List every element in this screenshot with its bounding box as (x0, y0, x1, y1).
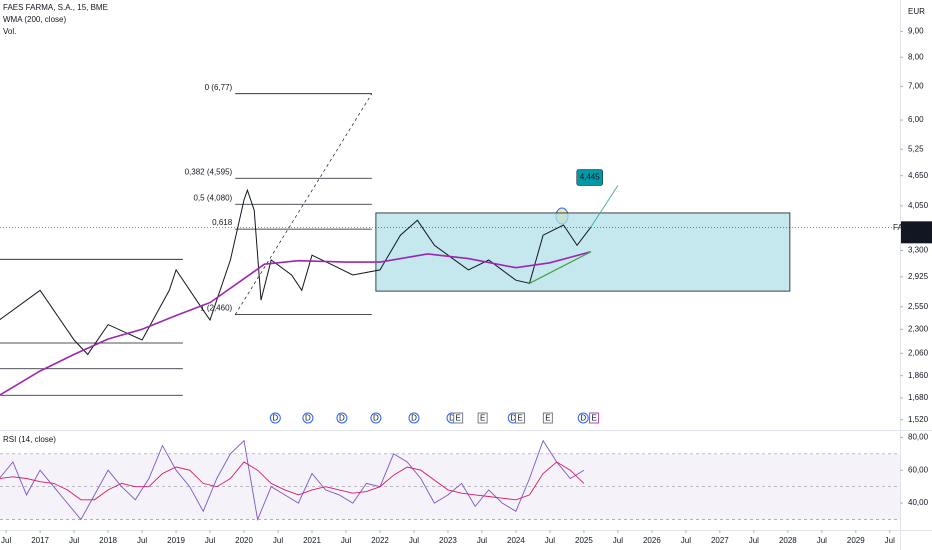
x-tick-label: Jul (885, 536, 895, 545)
event-label: D (510, 414, 516, 423)
y-tick-label: 5,25 (908, 144, 924, 153)
fib-label: 0,5 (4,080) (193, 193, 232, 202)
x-tick-label: 2022 (371, 536, 389, 545)
x-tick-label: Jul (545, 536, 555, 545)
event-label: D (580, 414, 586, 423)
series-line (0, 439, 585, 522)
y-tick-label: 6,00 (908, 115, 924, 124)
y-tick-label: 7,00 (908, 82, 924, 91)
event-icon (577, 412, 589, 424)
countdown: 4d 6h (908, 232, 928, 241)
event-icon (477, 412, 488, 424)
series-line (0, 188, 592, 356)
rsi-title: RSI (14, close) (3, 435, 56, 444)
indicator-label: Vol. (3, 27, 16, 36)
x-tick-label: Jul (205, 536, 215, 545)
event-label: E (480, 414, 485, 423)
x-tick-label: Jul (341, 536, 351, 545)
y-tick-label: 9,00 (908, 27, 924, 36)
last-price-label: 3,670 (908, 222, 929, 231)
y-tick-label: 1,680 (908, 393, 929, 402)
x-tick-label: 2029 (847, 536, 865, 545)
x-tick-label: 2021 (303, 536, 321, 545)
event-label: D (411, 414, 417, 423)
trend-line (529, 251, 591, 284)
series-line (0, 251, 591, 396)
x-tick-label: 2027 (711, 536, 729, 545)
y-tick-label: 40,00 (908, 498, 929, 507)
y-tick-label: 60,00 (908, 465, 929, 474)
y-tick-label: 4,650 (908, 171, 929, 180)
event-icon (336, 412, 348, 424)
fib-label: 1 (2,460) (200, 304, 232, 313)
x-tick-label: Jul (613, 536, 623, 545)
x-tick-label: Jul (69, 536, 79, 545)
event-icon (302, 412, 314, 424)
symbol: FAE (893, 223, 908, 232)
fib-label: 0 (6,77) (205, 83, 233, 92)
x-tick-label: 2017 (31, 536, 49, 545)
projection-label: 4,445 (580, 173, 601, 182)
event-label: E (455, 414, 460, 423)
y-tick-label: 2,550 (908, 302, 929, 311)
x-tick-label: 2018 (99, 536, 117, 545)
x-tick-label: Jul (1, 536, 11, 545)
x-tick-label: Jul (681, 536, 691, 545)
event-icon (269, 412, 281, 424)
x-tick-label: 2023 (439, 536, 457, 545)
x-tick-label: Jul (817, 536, 827, 545)
x-tick-label: Jul (273, 536, 283, 545)
y-tick-label: 1,520 (908, 415, 929, 424)
projection-line (590, 185, 619, 228)
x-tick-label: Jul (477, 536, 487, 545)
y-tick-label: 3,300 (908, 246, 929, 255)
event-label: E (545, 414, 550, 423)
x-tick-label: 2024 (507, 536, 525, 545)
event-label: E (591, 414, 596, 423)
projection-box (576, 169, 603, 186)
event-icon (408, 412, 420, 424)
event-label: D (339, 414, 345, 423)
event-label: D (305, 414, 311, 423)
fib-label: 0,382 (4,595) (185, 167, 233, 176)
y-tick-label: 2,300 (908, 324, 929, 333)
y-tick-label: 2,925 (908, 272, 929, 281)
y-tick-label: 2,060 (908, 348, 929, 357)
x-tick-label: 2020 (235, 536, 253, 545)
event-icon (542, 412, 553, 424)
series-line (0, 461, 585, 501)
event-icon (370, 412, 382, 424)
x-tick-label: 2028 (779, 536, 797, 545)
event-label: D (373, 414, 379, 423)
event-label: D (272, 414, 278, 423)
fib-label: 0,618 (212, 218, 233, 227)
event-label: D (449, 414, 455, 423)
chart-title: FAES FARMA, S.A., 15, BME (3, 3, 108, 12)
x-tick-label: Jul (409, 536, 419, 545)
y-tick-label: 80,00 (908, 433, 929, 442)
event-icon (453, 412, 464, 424)
event-icon (515, 412, 526, 424)
x-tick-label: 2026 (643, 536, 661, 545)
indicator-label: WMA (200, close) (3, 15, 66, 24)
y-tick-label: 8,00 (908, 52, 924, 61)
currency: EUR (908, 7, 925, 16)
y-tick-label: 1,860 (908, 371, 929, 380)
event-icon (589, 412, 600, 424)
x-tick-label: Jul (749, 536, 759, 545)
fib-diagonal (234, 93, 373, 315)
range-box (375, 212, 791, 292)
event-label: E (517, 414, 522, 423)
x-tick-label: 2019 (167, 536, 185, 545)
last-price-box (901, 221, 932, 244)
y-tick-label: 4,050 (908, 201, 929, 210)
x-tick-label: Jul (137, 536, 147, 545)
x-tick-label: 2025 (575, 536, 593, 545)
